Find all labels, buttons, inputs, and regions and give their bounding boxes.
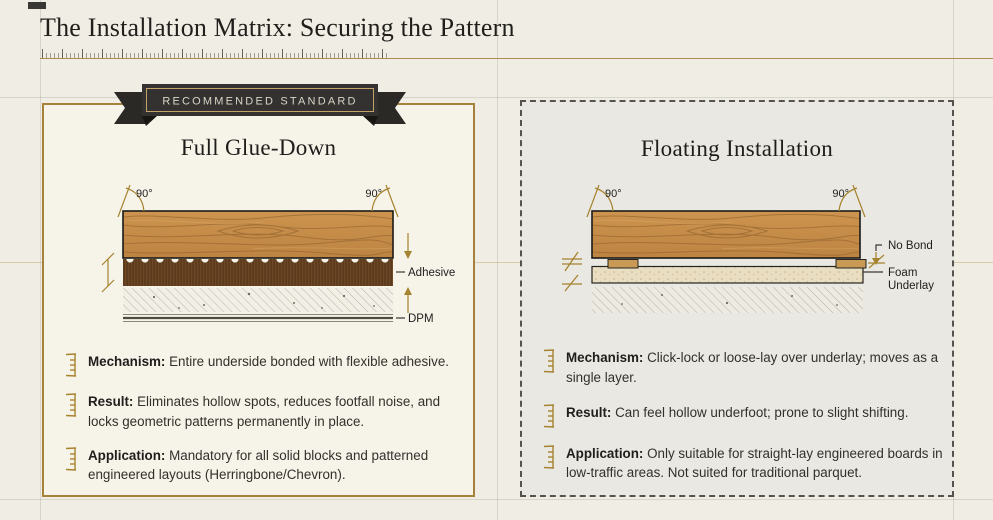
panel-title-glue-down: Full Glue-Down xyxy=(180,135,337,160)
registration-mark xyxy=(28,2,46,9)
angle-label-left: 90° xyxy=(136,188,153,200)
dpm-layer xyxy=(123,314,393,322)
ruler-icon xyxy=(65,353,77,377)
ribbon-tail-left xyxy=(114,92,146,124)
panel-floating-installation: Floating Installation xyxy=(520,100,954,497)
ribbon-tail-right xyxy=(374,92,406,124)
note-text: Mechanism: Click-lock or loose-lay over … xyxy=(566,348,946,388)
ribbon-label: RECOMMENDED STANDARD xyxy=(162,96,357,108)
note-body: Click-lock or loose-lay over underlay; m… xyxy=(566,350,939,385)
note-label: Application: xyxy=(566,445,644,461)
angle-mark-left xyxy=(586,184,614,218)
foam-label-line1: Foam xyxy=(888,267,917,279)
list-item: Application: Only suitable for straight-… xyxy=(542,444,946,484)
foam-underlay-layer xyxy=(591,265,864,284)
spacer-block-left xyxy=(607,259,639,269)
note-text: Application: Mandatory for all solid blo… xyxy=(88,446,462,486)
floating-notes: Mechanism: Click-lock or loose-lay over … xyxy=(542,348,946,483)
list-item: Mechanism: Click-lock or loose-lay over … xyxy=(542,348,946,388)
ribbon-fold-right xyxy=(363,116,378,126)
angle-mark-right xyxy=(371,184,399,218)
foam-label-line2: Underlay xyxy=(888,280,934,292)
note-body: Entire underside bonded with flexible ad… xyxy=(169,354,450,369)
note-text: Result: Can feel hollow underfoot; prone… xyxy=(566,403,908,423)
ribbon-fold-left xyxy=(142,116,157,126)
angle-label-right: 90° xyxy=(365,188,382,200)
angle-mark-left xyxy=(117,184,145,218)
spacer-block-right xyxy=(835,259,867,269)
subfloor-specks xyxy=(621,294,838,306)
glue-down-notes: Mechanism: Entire underside bonded with … xyxy=(64,352,462,485)
wood-plank xyxy=(591,210,861,259)
title-underline xyxy=(40,58,993,59)
note-body: Can feel hollow underfoot; prone to slig… xyxy=(615,404,909,420)
note-body: Only suitable for straight-lay engineere… xyxy=(566,445,943,481)
no-bond-label: No Bond xyxy=(888,240,933,252)
panel-title-floating: Floating Installation xyxy=(640,136,834,161)
adhesive-layer xyxy=(123,255,393,286)
grid-line-vertical xyxy=(497,0,498,520)
ruler-icon xyxy=(65,393,77,417)
adhesive-label: Adhesive xyxy=(408,267,455,279)
dimension-bracket xyxy=(101,252,115,293)
ruler-tick-decoration xyxy=(42,49,388,58)
wood-plank xyxy=(122,210,394,259)
screed-specks xyxy=(152,292,375,309)
note-text: Mechanism: Entire underside bonded with … xyxy=(88,352,449,372)
screed-layer xyxy=(123,288,393,312)
list-item: Mechanism: Entire underside bonded with … xyxy=(64,352,462,378)
ruler-icon xyxy=(543,349,555,373)
no-bond-leader-line xyxy=(875,244,882,251)
list-item: Result: Eliminates hollow spots, reduces… xyxy=(64,392,462,432)
ruler-icon xyxy=(543,403,555,428)
angle-label-left: 90° xyxy=(605,188,622,200)
angle-mark-right xyxy=(838,184,866,218)
note-label: Result: xyxy=(88,394,134,409)
note-body: Mandatory for all solid blocks and patte… xyxy=(88,447,429,483)
list-item: Result: Can feel hollow underfoot; prone… xyxy=(542,403,946,429)
no-bond-arrow xyxy=(868,252,885,269)
grid-line-horizontal xyxy=(0,499,993,500)
recommended-standard-ribbon: RECOMMENDED STANDARD xyxy=(114,84,406,126)
page-title: The Installation Matrix: Securing the Pa… xyxy=(40,13,515,42)
panel-full-glue-down: Full Glue-Down xyxy=(42,103,475,497)
adhesive-extent-arrows xyxy=(404,233,412,313)
ribbon-band xyxy=(142,84,378,116)
note-text: Application: Only suitable for straight-… xyxy=(566,444,946,484)
note-text: Result: Eliminates hollow spots, reduces… xyxy=(88,392,462,432)
grid-line-vertical xyxy=(40,0,41,520)
glue-down-cross-section-diagram: 90° 90° Adhesive DPM xyxy=(101,184,455,325)
list-item: Application: Mandatory for all solid blo… xyxy=(64,446,462,486)
ribbon-inner-border xyxy=(146,88,374,112)
note-label: Mechanism: xyxy=(88,354,166,369)
subfloor-layer xyxy=(592,287,863,313)
floating-cross-section-diagram: 90° 90° No Bond xyxy=(562,184,934,313)
note-label: Application: xyxy=(88,447,166,463)
angle-label-right: 90° xyxy=(832,188,849,200)
ruler-icon xyxy=(543,444,555,469)
note-label: Result: xyxy=(566,404,612,420)
dpm-label: DPM xyxy=(408,313,434,325)
ruler-icon xyxy=(65,446,77,471)
float-gap-marks xyxy=(562,251,582,292)
note-label: Mechanism: xyxy=(566,350,644,365)
note-body: Eliminates hollow spots, reduces footfal… xyxy=(88,394,441,429)
